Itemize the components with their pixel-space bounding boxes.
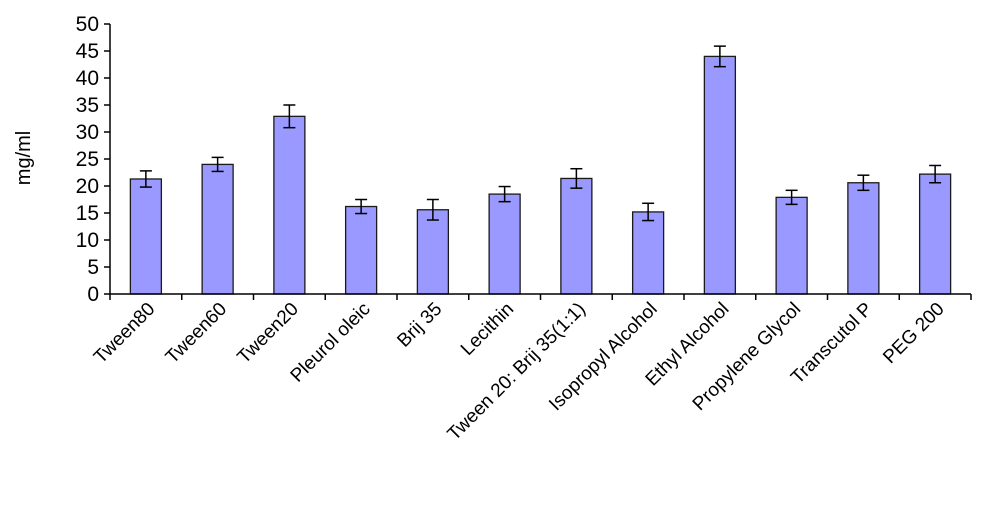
category-label: Lecithin xyxy=(457,299,518,360)
bar xyxy=(488,193,521,295)
category-label: Tween60 xyxy=(162,299,231,368)
y-tick-label: 10 xyxy=(76,229,99,252)
bar xyxy=(775,196,808,295)
bar xyxy=(703,55,737,295)
x-axis-ticks xyxy=(109,294,972,300)
bar xyxy=(918,173,952,295)
y-tick-label: 15 xyxy=(76,202,99,225)
category-label: Brij 35 xyxy=(393,299,446,352)
y-tick-label: 45 xyxy=(76,40,99,63)
y-axis-ticks: 0 5 10 15 20 25 30 35 40 45 50 xyxy=(76,13,110,306)
bar xyxy=(416,209,450,295)
category-label: PEG 200 xyxy=(879,299,948,368)
y-tick-label: 35 xyxy=(76,94,99,117)
bar xyxy=(847,182,880,295)
y-tick-label: 40 xyxy=(76,67,99,90)
y-tick-label: 30 xyxy=(76,121,99,144)
bar xyxy=(201,163,234,295)
y-tick-label: 25 xyxy=(76,148,99,171)
y-tick-label: 0 xyxy=(87,283,99,306)
y-tick-label: 5 xyxy=(87,256,99,279)
error-bars xyxy=(139,45,942,222)
category-label: Tween 20: Brij 35(1:1) xyxy=(444,299,590,445)
bars xyxy=(129,55,952,295)
y-tick-label: 20 xyxy=(76,175,99,198)
category-label: Tween80 xyxy=(90,299,159,368)
category-label: Tween20 xyxy=(234,299,303,368)
bar xyxy=(631,211,665,295)
bar xyxy=(344,205,378,295)
bar xyxy=(560,177,593,295)
bar xyxy=(273,115,306,295)
y-tick-label: 50 xyxy=(76,13,99,36)
bar xyxy=(129,178,163,295)
y-axis-title: mg/ml xyxy=(13,131,35,185)
